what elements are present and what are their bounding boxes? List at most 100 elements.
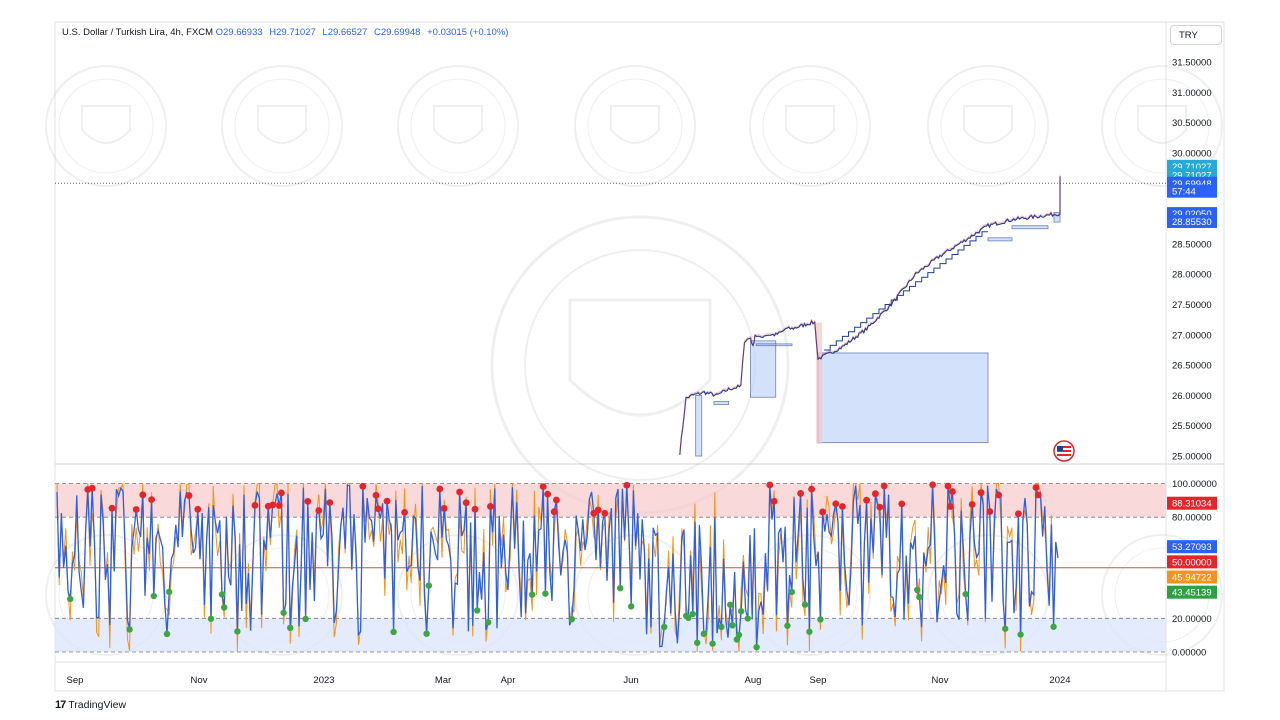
time-tick-label: Sep bbox=[810, 675, 827, 686]
osc-tick-label: 80.00000 bbox=[1172, 513, 1212, 524]
overbought-marker bbox=[132, 506, 140, 513]
oversold-marker bbox=[617, 584, 624, 592]
time-tick-label: 2024 bbox=[1049, 675, 1070, 686]
time-axis[interactable]: Sep Nov 2023 Mar Apr Jun Aug Sep Nov 2024 bbox=[67, 675, 1071, 686]
overbought-marker bbox=[194, 505, 202, 513]
oversold-marker bbox=[474, 607, 481, 614]
price-axis[interactable]: 31.5000031.0000030.5000030.0000029.50000… bbox=[1167, 58, 1217, 463]
oversold-marker bbox=[738, 608, 745, 615]
overbought-marker bbox=[977, 489, 985, 496]
overbought-marker bbox=[462, 499, 470, 507]
time-tick-label: Mar bbox=[435, 675, 451, 686]
price-tick-label: 28.50000 bbox=[1172, 239, 1212, 250]
overbought-marker bbox=[1034, 491, 1042, 499]
overbought-marker bbox=[326, 499, 334, 507]
overbought-marker bbox=[601, 509, 609, 517]
price-tag-label: 57:44 bbox=[1172, 187, 1196, 198]
overbought-marker bbox=[456, 488, 463, 496]
price-tag-label-bg bbox=[1167, 214, 1217, 228]
overbought-marker bbox=[949, 488, 956, 495]
oversold-marker bbox=[568, 615, 575, 623]
overbought-marker bbox=[440, 505, 448, 512]
oversold-marker bbox=[628, 603, 635, 610]
price-tag-label-bg bbox=[1167, 184, 1217, 198]
overbought-marker bbox=[269, 501, 276, 509]
oversold-marker bbox=[126, 626, 133, 633]
oversold-marker bbox=[916, 593, 923, 601]
tradingview-brand[interactable]: 17 TradingView bbox=[55, 699, 126, 711]
oversold-marker bbox=[529, 591, 536, 598]
overbought-marker bbox=[401, 508, 408, 516]
price-tick-label: 28.00000 bbox=[1172, 270, 1212, 281]
oversold-marker bbox=[727, 601, 734, 608]
oversold-marker bbox=[218, 591, 226, 598]
oversold-marker bbox=[234, 628, 241, 635]
time-tick-label: Aug bbox=[745, 675, 762, 686]
support-zone bbox=[1011, 225, 1049, 230]
osc-tick-label: 20.00000 bbox=[1172, 614, 1212, 625]
oversold-marker bbox=[914, 586, 921, 594]
price-tick-label: 31.50000 bbox=[1172, 58, 1212, 69]
resistance-zone bbox=[816, 322, 823, 444]
overbought-marker bbox=[471, 505, 479, 513]
support-zone bbox=[1053, 211, 1061, 223]
price-pane bbox=[55, 174, 1166, 457]
osc-tag-label: 43.45139 bbox=[1172, 588, 1212, 599]
support-zone bbox=[817, 352, 989, 444]
osc-tick-label: 0.00000 bbox=[1172, 648, 1206, 659]
oversold-marker bbox=[817, 616, 824, 623]
overbought-marker bbox=[359, 482, 367, 490]
overbought-marker bbox=[1015, 510, 1022, 518]
overbought-marker bbox=[1032, 484, 1040, 491]
oversold-marker bbox=[1050, 623, 1057, 630]
price-tick-label: 26.50000 bbox=[1172, 361, 1212, 372]
oversold-marker bbox=[784, 622, 791, 629]
oversold-marker bbox=[425, 582, 432, 589]
support-step-line bbox=[824, 231, 988, 351]
osc-tag-label: 45.94722 bbox=[1172, 573, 1212, 584]
oscillator-axis[interactable]: 100.00000 80.00000 20.00000 0.00000 88.31034… bbox=[1167, 479, 1217, 659]
overbought-marker bbox=[832, 500, 840, 508]
price-tag-label: 28.85530 bbox=[1172, 217, 1212, 228]
ohlc-low: L29.66527 bbox=[322, 27, 368, 38]
overbought-marker bbox=[880, 482, 888, 490]
overbought-marker bbox=[986, 508, 994, 515]
osc-tag-label-bg bbox=[1167, 585, 1217, 599]
osc-tag-label: 53.27093 bbox=[1172, 542, 1212, 553]
oversold-marker bbox=[280, 609, 287, 616]
oversold-marker bbox=[753, 643, 760, 651]
time-tick-label: Apr bbox=[501, 675, 516, 686]
overbought-marker bbox=[839, 503, 846, 510]
us-flag-icon[interactable] bbox=[1053, 440, 1075, 462]
overbought-marker bbox=[372, 491, 380, 499]
currency-button[interactable]: TRY bbox=[1170, 25, 1222, 45]
price-tag-label: 29.02050 bbox=[1172, 209, 1212, 220]
overbought-marker bbox=[278, 489, 285, 497]
osc-tag-label-bg bbox=[1167, 540, 1217, 554]
oversold-marker bbox=[685, 614, 692, 622]
time-tick-label: Nov bbox=[191, 675, 208, 686]
price-tag-label: 29.69948 bbox=[1172, 179, 1212, 190]
overbought-marker bbox=[872, 490, 879, 498]
price-series-shadow bbox=[679, 174, 1061, 454]
symbol-header[interactable]: U.S. Dollar / Turkish Lira, 4h, FXCM O29… bbox=[62, 27, 512, 38]
support-zone bbox=[987, 237, 1013, 242]
time-tick-label: Sep bbox=[67, 675, 84, 686]
overbought-marker bbox=[808, 485, 815, 493]
osc-tag-label-bg bbox=[1167, 496, 1217, 510]
oversold-marker bbox=[207, 615, 215, 623]
overbought-marker bbox=[108, 504, 116, 512]
oversold-marker bbox=[661, 623, 668, 631]
osc-tag-label-bg bbox=[1167, 555, 1217, 569]
oversold-marker bbox=[735, 631, 743, 639]
chart-frame bbox=[54, 21, 1225, 692]
symbol-title: U.S. Dollar / Turkish Lira, 4h, FXCM bbox=[62, 27, 213, 38]
oversold-marker bbox=[302, 615, 309, 623]
oversold-marker bbox=[287, 624, 294, 632]
overbought-marker bbox=[315, 507, 323, 514]
support-zone bbox=[695, 394, 703, 457]
ohlc-change: +0.03015 (+0.10%) bbox=[427, 27, 509, 38]
price-tick-label: 31.00000 bbox=[1172, 88, 1212, 99]
overbought-marker bbox=[968, 501, 976, 508]
